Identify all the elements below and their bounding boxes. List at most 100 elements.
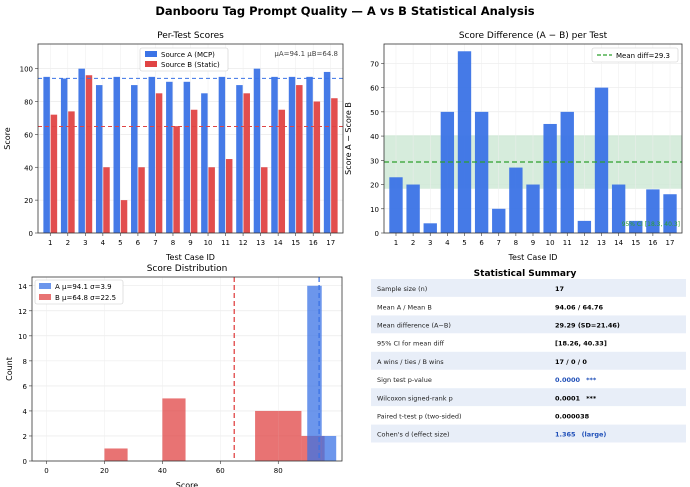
- x-tick-label: 1: [48, 239, 52, 247]
- x-tick-label: 15: [631, 239, 640, 247]
- summary-row-label: Wilcoxon signed-rank p: [377, 394, 453, 402]
- summary-title: Statistical Summary: [474, 269, 577, 279]
- x-tick-label: 7: [153, 239, 157, 247]
- bar-source-b: [103, 167, 110, 233]
- x-tick-label: 80: [274, 467, 283, 475]
- x-tick-label: 5: [462, 239, 466, 247]
- bar-source-b: [138, 167, 145, 233]
- diff-bar: [526, 184, 540, 233]
- per-test-scores-chart: Per-Test Scores Test Case ID Score 0 20 40 60 8…: [3, 31, 344, 262]
- diff-bar: [389, 177, 403, 233]
- bar-source-b: [313, 101, 321, 234]
- bar-source-a: [271, 76, 278, 233]
- legend-swatch-b: [145, 61, 157, 67]
- y-tick-label: 40: [24, 164, 33, 172]
- bar-source-b: [278, 109, 286, 233]
- x-tick-label: 8: [171, 239, 175, 247]
- bar-source-b: [50, 114, 58, 233]
- hist-bin-b: [104, 448, 128, 461]
- y-tick-label: 6: [23, 383, 28, 391]
- x-tick-label: 16: [309, 239, 318, 247]
- summary-row-value: 0.0000: [555, 376, 581, 384]
- x-tick-label: 10: [546, 239, 555, 247]
- summary-row-value: 1.365: [555, 431, 576, 439]
- x-tick-label: 17: [326, 239, 335, 247]
- x-tick-label: 13: [597, 239, 606, 247]
- summary-row-shade: [371, 279, 686, 298]
- x-tick-label: 6: [479, 239, 484, 247]
- diff-bar: [543, 123, 557, 233]
- bar-source-b: [190, 109, 198, 233]
- diff-bar: [560, 111, 574, 233]
- summary-row-value: 0.000038: [555, 413, 590, 421]
- hist-bin-b: [162, 398, 186, 461]
- statistical-summary-table: Statistical Summary Sample size (n) 17 Mean…: [371, 269, 686, 444]
- bar-source-b: [243, 93, 250, 233]
- x-tick-label: 7: [497, 239, 501, 247]
- y-tick-label: 12: [18, 308, 27, 316]
- x-tick-label: 4: [445, 239, 450, 247]
- diff-bar: [577, 220, 592, 233]
- hist-bin-a: [321, 435, 337, 461]
- legend-swatch-a: [145, 51, 157, 57]
- legend-swatch-b: [39, 294, 51, 300]
- x-tick-label: 0: [44, 467, 48, 475]
- legend-box: [34, 279, 124, 305]
- summary-row-value: 0.0001: [555, 394, 581, 402]
- bar-source-b: [85, 75, 93, 233]
- y-tick-label: 60: [24, 131, 33, 139]
- y-tick-label: 20: [24, 197, 33, 205]
- diff-bar: [474, 111, 489, 233]
- x-tick-label: 3: [83, 239, 87, 247]
- bar-source-a: [201, 93, 208, 233]
- diff-bar: [440, 111, 455, 233]
- x-axis-label: Score: [176, 481, 198, 487]
- y-tick-label: 30: [370, 157, 379, 165]
- summary-row-shade: [371, 424, 686, 443]
- x-tick-label: 9: [531, 239, 535, 247]
- legend: Source A (MCP) Source B (Static): [139, 47, 229, 72]
- chart-title: Score Distribution: [147, 264, 228, 274]
- x-tick-label: 14: [274, 239, 283, 247]
- x-tick-label: 13: [256, 239, 265, 247]
- x-tick-label: 5: [118, 239, 122, 247]
- diff-bar: [611, 184, 626, 233]
- bar-source-a: [95, 85, 103, 233]
- legend: Mean diff=29.3: [591, 47, 679, 63]
- bar-source-b: [225, 159, 233, 233]
- diff-bar: [509, 167, 523, 233]
- bar-source-a: [323, 71, 331, 233]
- x-tick-label: 20: [100, 467, 109, 475]
- ci-label: 95% CI [18.3, 40.3]: [622, 221, 680, 228]
- summary-row-significance: (large): [582, 431, 607, 439]
- x-axis-label: Test Case ID: [165, 253, 215, 262]
- bar-source-a: [218, 76, 226, 233]
- x-tick-label: 11: [563, 239, 572, 247]
- x-tick-label: 40: [158, 467, 167, 475]
- bar-source-a: [306, 76, 313, 233]
- y-tick-label: 80: [24, 99, 33, 107]
- bar-source-a: [43, 76, 50, 233]
- y-tick-label: 8: [23, 358, 27, 366]
- summary-row-value: 17: [555, 285, 564, 293]
- score-difference-chart: Score Difference (A − B) per Test Test Ca…: [344, 31, 683, 262]
- summary-row-label: Sign test p-value: [377, 376, 432, 384]
- x-tick-label: 4: [101, 239, 106, 247]
- bar-source-a: [60, 78, 68, 233]
- x-tick-label: 10: [204, 239, 213, 247]
- summary-row-label: Sample size (n): [377, 285, 427, 293]
- diff-bar: [406, 184, 420, 233]
- bar-source-b: [68, 111, 75, 233]
- bar-source-b: [155, 93, 163, 233]
- score-distribution-chart: Score Distribution Score Count 0 2 4 6 8 10 12 14 0…: [5, 264, 343, 487]
- x-tick-label: 6: [136, 239, 141, 247]
- y-tick-label: 100: [20, 66, 33, 74]
- bar-source-b: [331, 98, 338, 234]
- diff-bar: [594, 87, 609, 233]
- summary-row-label: A wins / ties / B wins: [377, 358, 444, 366]
- y-axis-label: Count: [5, 357, 14, 381]
- x-axis-label: Test Case ID: [508, 253, 558, 262]
- bar-source-a: [166, 81, 173, 233]
- bar-source-b: [173, 126, 180, 233]
